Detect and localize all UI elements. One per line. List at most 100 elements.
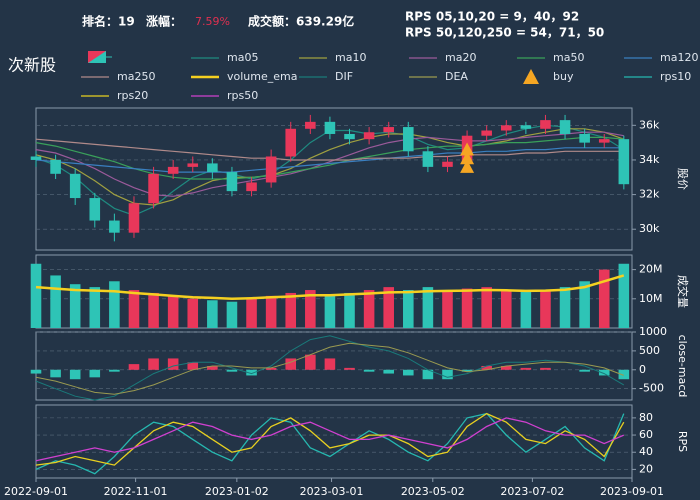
panel-frame <box>35 404 633 479</box>
macd-bar <box>187 362 199 370</box>
candle-body <box>442 161 453 167</box>
series-line <box>35 412 625 475</box>
chart-title: 次新股 <box>8 56 56 75</box>
macd-bar <box>30 369 42 374</box>
buy-marker <box>460 142 475 156</box>
volume-bar <box>500 290 512 328</box>
legend-label: rps50 <box>227 89 258 102</box>
volume-bar <box>559 287 571 328</box>
candle-body <box>109 220 120 233</box>
volume-bar <box>598 269 610 328</box>
legend-label: rps10 <box>660 70 691 83</box>
macd-bar <box>167 358 179 370</box>
y-tick-label: 34k <box>639 153 660 166</box>
volume-bar <box>128 290 140 328</box>
y-axis-label: 成交量 <box>676 275 690 308</box>
candle-body <box>422 151 434 167</box>
volume-bar <box>481 287 492 328</box>
y-tick-label: 0 <box>639 363 646 376</box>
macd-bar <box>246 369 257 376</box>
macd-bar <box>344 367 355 370</box>
candle-body <box>207 163 218 173</box>
volume-bar <box>618 263 630 328</box>
volume-bar <box>285 292 297 328</box>
x-tick-label: 2022-09-01 <box>4 485 68 498</box>
volume-bar <box>167 295 179 328</box>
macd-bar <box>540 367 551 370</box>
macd-bar <box>500 366 512 370</box>
y-tick-label: 20 <box>639 462 653 475</box>
x-tick-label: 2023-05-02 <box>401 485 465 498</box>
volume-bar <box>50 275 61 328</box>
candle-body <box>305 121 316 129</box>
y-axis-label: close-macd <box>676 335 689 398</box>
volume-bar <box>187 298 199 328</box>
volume-bar <box>540 290 551 328</box>
volume-bar <box>363 290 375 328</box>
y-tick-label: 40 <box>639 445 653 458</box>
legend-label: DEA <box>445 70 468 83</box>
y-tick-label: 20M <box>639 263 663 276</box>
candle-body <box>226 172 238 192</box>
turnover: 成交额：639.29亿 <box>248 14 354 29</box>
volume-bar <box>89 287 101 328</box>
macd-bar <box>89 369 101 378</box>
macd-bar <box>403 369 414 376</box>
volume-bar <box>579 281 590 328</box>
rps-short: RPS 05,10,20 = 9，40，92 <box>405 10 579 24</box>
macd-bar <box>69 369 81 380</box>
y-tick-label: 60 <box>639 428 653 441</box>
candle-body <box>246 182 257 192</box>
series-line <box>35 335 625 401</box>
y-tick-label: 80 <box>639 411 653 424</box>
candle-body <box>30 156 42 160</box>
legend-label: DIF <box>335 70 353 83</box>
candle-body <box>187 163 199 167</box>
volume-bar <box>305 290 316 328</box>
candle-body <box>50 159 61 174</box>
macd-bar <box>481 366 492 370</box>
buy-marker <box>460 151 475 165</box>
candle-body <box>148 173 159 204</box>
macd-bar <box>598 369 610 376</box>
candle-body <box>324 121 336 134</box>
legend-label: ma20 <box>445 51 476 64</box>
candle-body <box>540 120 551 129</box>
volume-bar <box>69 284 81 328</box>
candle-body <box>89 198 101 221</box>
candle-body <box>520 125 532 129</box>
y-tick-label: -500 <box>639 382 664 395</box>
series-line <box>35 342 624 395</box>
y-tick-label: 500 <box>639 344 660 357</box>
y-axis-label: 股价 <box>676 168 689 190</box>
legend-label: ma120 <box>660 51 698 64</box>
volume-bar <box>246 298 257 328</box>
legend-marker <box>523 69 539 84</box>
volume-bar <box>383 287 394 328</box>
macd-bar <box>363 369 375 372</box>
volume-bar <box>265 295 277 328</box>
volume-bar <box>461 288 473 328</box>
x-tick-label: 2023-03-01 <box>300 485 364 498</box>
macd-bar <box>324 358 336 370</box>
series-line <box>35 274 625 301</box>
candle-body <box>344 133 355 140</box>
candle-body <box>69 173 81 199</box>
macd-bar <box>285 358 297 370</box>
rps-long: RPS 50,120,250 = 54，71，50 <box>405 26 604 40</box>
volume-bar <box>226 301 238 328</box>
candle-body <box>265 156 277 183</box>
y-axis-label: RPS <box>676 431 689 452</box>
volume-bar <box>442 290 453 328</box>
y-tick-label: 36k <box>639 118 660 131</box>
volume-bar <box>207 300 218 328</box>
series-line <box>35 417 625 462</box>
candle-body <box>285 128 297 157</box>
buy-marker <box>460 159 475 173</box>
volume-bar <box>30 263 42 328</box>
y-tick-label: 10M <box>639 292 663 305</box>
candle-body <box>500 125 512 131</box>
macd-bar <box>226 369 238 372</box>
volume-bar <box>422 287 434 328</box>
legend-label: ma05 <box>227 51 258 64</box>
